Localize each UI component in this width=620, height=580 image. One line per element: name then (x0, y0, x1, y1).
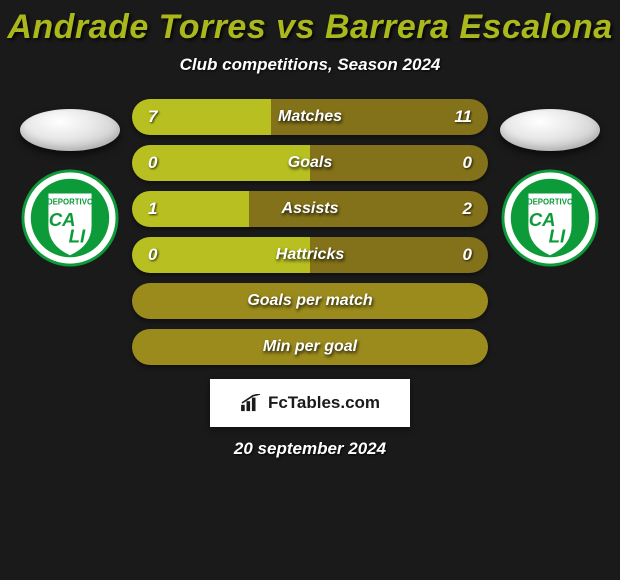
stat-bar-overlay: 1 2 Assists (132, 191, 488, 227)
stat-label: Goals per match (247, 292, 372, 310)
stat-bar-overlay: Min per goal (132, 329, 488, 365)
svg-text:LI: LI (69, 226, 86, 247)
page-title: Andrade Torres vs Barrera Escalona (7, 8, 612, 47)
subtitle: Club competitions, Season 2024 (180, 55, 441, 75)
stat-label: Goals (288, 154, 332, 172)
player-right-club-badge: DEPORTIVO CA LI (501, 169, 599, 267)
stat-bar-overlay: 7 11 Matches (132, 99, 488, 135)
stat-bar: Min per goal (132, 329, 488, 365)
main-row: DEPORTIVO CA LI 7 11 Matches 0 0 Goals 1 2 Assis… (0, 99, 620, 365)
stat-bar-overlay: 0 0 Hattricks (132, 237, 488, 273)
stat-bar-overlay: 0 0 Goals (132, 145, 488, 181)
stat-value-left: 7 (148, 107, 157, 127)
stat-bar: 0 0 Goals (132, 145, 488, 181)
comparison-card: Andrade Torres vs Barrera Escalona Club … (0, 0, 620, 459)
player-right-avatar (500, 109, 600, 151)
stat-value-right: 0 (463, 153, 472, 173)
stat-value-left: 0 (148, 153, 157, 173)
player-right-column: DEPORTIVO CA LI (490, 99, 610, 267)
stat-bar: 1 2 Assists (132, 191, 488, 227)
stat-value-right: 11 (454, 107, 472, 127)
stat-label: Hattricks (276, 246, 344, 264)
credit-box: FcTables.com (210, 379, 410, 427)
stat-bar-overlay: Goals per match (132, 283, 488, 319)
stats-column: 7 11 Matches 0 0 Goals 1 2 Assists 0 0 Hattricks Goa… (130, 99, 490, 365)
player-left-avatar (20, 109, 120, 151)
player-left-column: DEPORTIVO CA LI (10, 99, 130, 267)
svg-text:DEPORTIVO: DEPORTIVO (47, 197, 93, 206)
chart-icon (240, 394, 262, 412)
stat-bar: Goals per match (132, 283, 488, 319)
player-left-club-badge: DEPORTIVO CA LI (21, 169, 119, 267)
stat-label: Assists (282, 200, 339, 218)
stat-label: Matches (278, 108, 342, 126)
stat-value-left: 1 (148, 199, 157, 219)
stat-value-left: 0 (148, 245, 157, 265)
svg-text:DEPORTIVO: DEPORTIVO (527, 197, 573, 206)
stat-value-right: 2 (463, 199, 472, 219)
stat-label: Min per goal (263, 338, 357, 356)
credit-text: FcTables.com (268, 393, 380, 413)
stat-value-right: 0 (463, 245, 472, 265)
stat-bar: 7 11 Matches (132, 99, 488, 135)
date-text: 20 september 2024 (234, 439, 386, 459)
svg-text:LI: LI (549, 226, 566, 247)
stat-bar: 0 0 Hattricks (132, 237, 488, 273)
